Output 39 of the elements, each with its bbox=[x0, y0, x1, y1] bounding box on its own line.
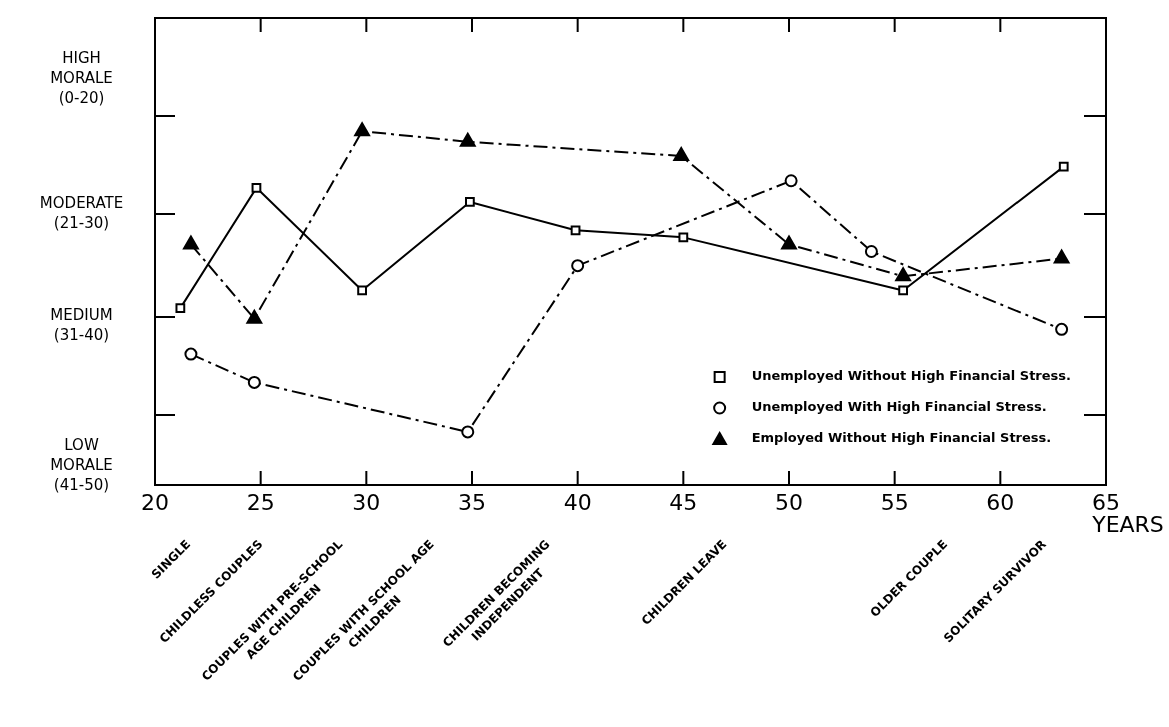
text: HIGH MORALE (0-20) bbox=[50, 48, 113, 107]
x-tick-label: 45 bbox=[669, 489, 698, 515]
legend-label: Employed Without High Financial Stress. bbox=[751, 430, 1052, 446]
x-tick-label: 50 bbox=[775, 489, 803, 515]
point bbox=[781, 235, 797, 250]
point bbox=[183, 235, 199, 250]
point bbox=[465, 197, 475, 207]
text: LOW MORALE (41-50) bbox=[50, 436, 113, 495]
x-tick-label: 40 bbox=[563, 489, 592, 515]
text: MEDIUM (31-40) bbox=[50, 306, 113, 345]
point bbox=[784, 174, 798, 188]
point bbox=[571, 259, 585, 273]
x-tick-label: 35 bbox=[458, 489, 486, 515]
x-tick-label: 55 bbox=[880, 489, 909, 515]
point bbox=[461, 425, 475, 439]
point bbox=[1053, 249, 1070, 264]
legend-label: Unemployed Without High Financial Stress. bbox=[751, 368, 1071, 384]
point bbox=[247, 375, 261, 389]
point bbox=[898, 285, 909, 296]
text: MODERATE (21-30) bbox=[39, 194, 124, 233]
point bbox=[246, 309, 263, 324]
point bbox=[864, 245, 878, 258]
x-tick-label: 30 bbox=[352, 489, 381, 515]
point bbox=[251, 182, 262, 193]
x-tick-label: 60 bbox=[986, 489, 1015, 515]
point bbox=[895, 267, 912, 282]
point bbox=[1055, 322, 1069, 336]
point bbox=[175, 303, 186, 313]
point bbox=[354, 122, 371, 137]
point bbox=[184, 347, 198, 361]
point bbox=[459, 132, 476, 147]
x-tick-label: 20 bbox=[141, 489, 169, 515]
x-tick-label: 25 bbox=[246, 489, 275, 515]
point bbox=[1058, 161, 1069, 172]
legend-label: Unemployed With High Financial Stress. bbox=[751, 399, 1047, 415]
point bbox=[678, 232, 689, 243]
point bbox=[673, 146, 690, 161]
point bbox=[570, 225, 581, 236]
point bbox=[357, 285, 367, 296]
